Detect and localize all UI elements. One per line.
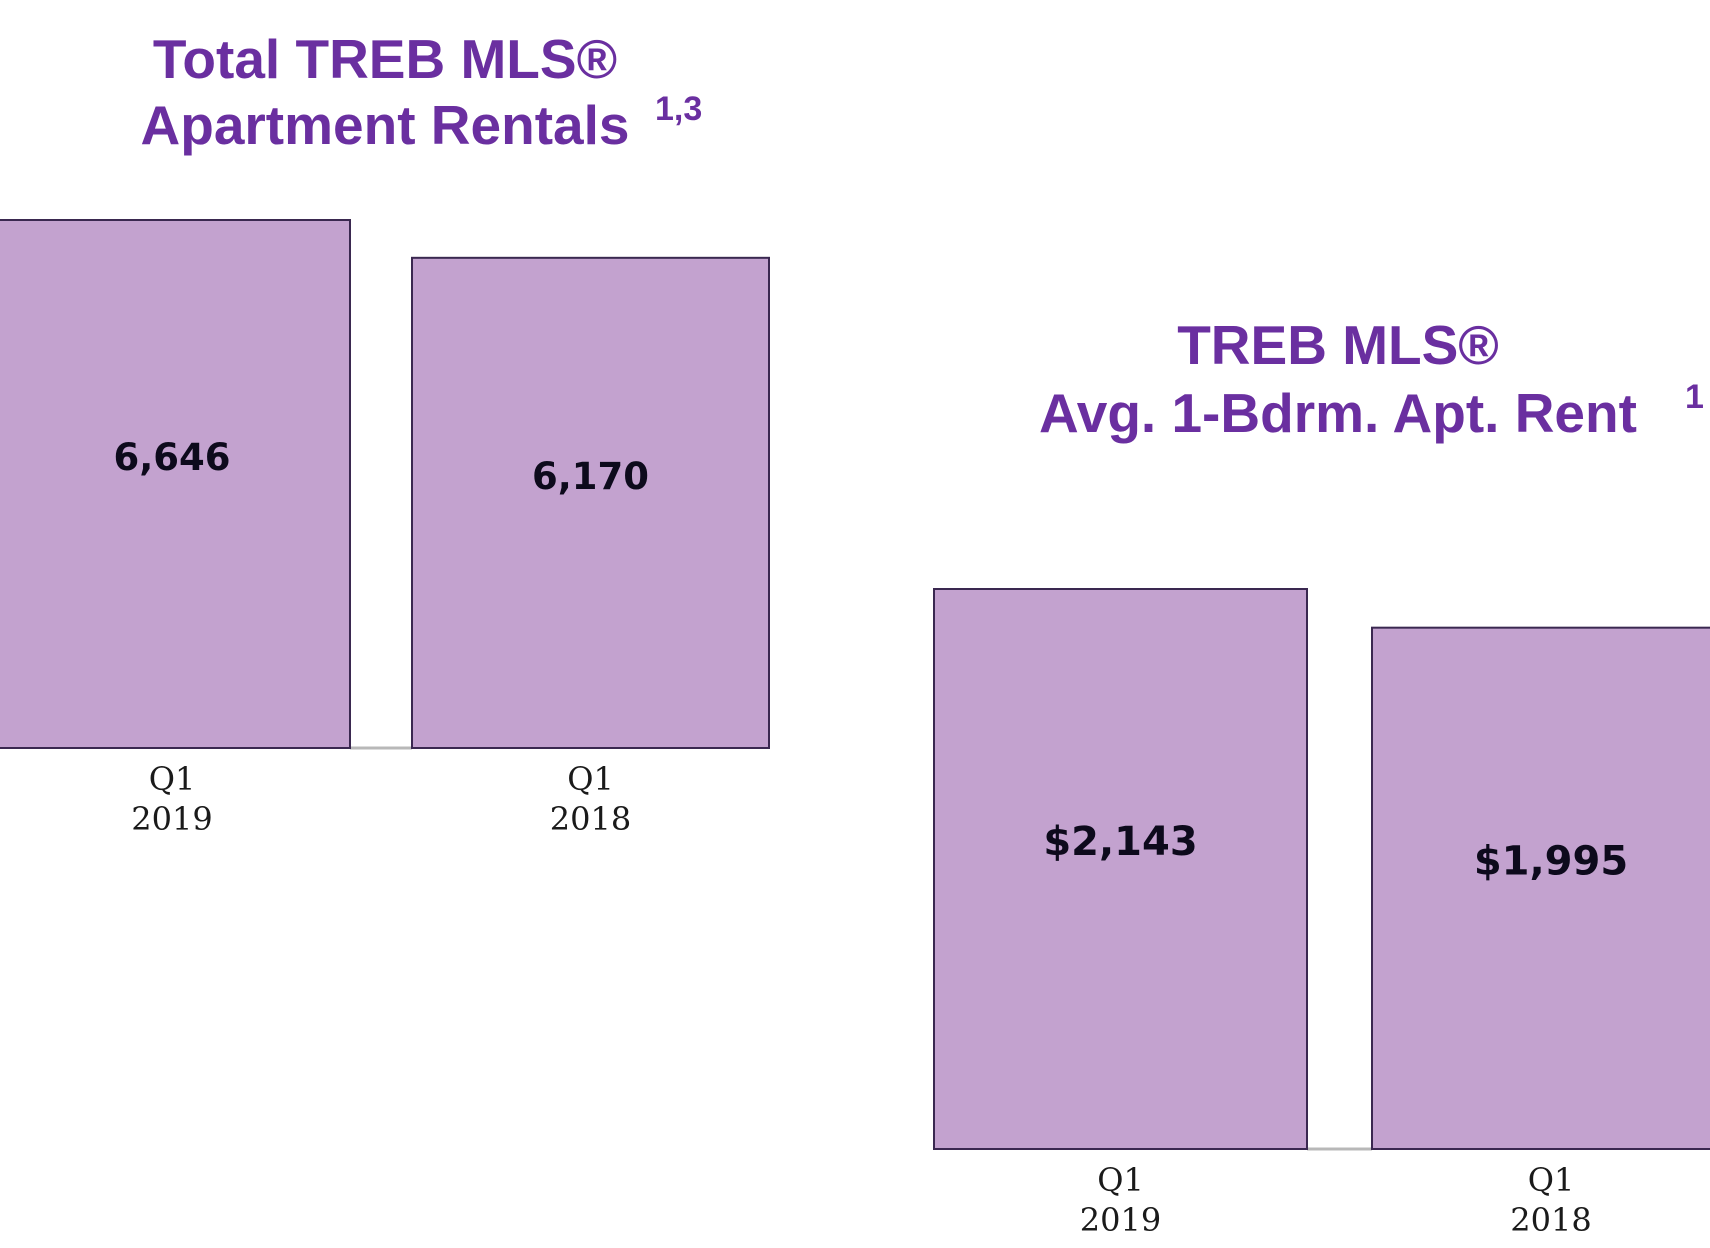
chart-title-superscript: 1,3 bbox=[655, 90, 702, 128]
bar-value-label: $1,995 bbox=[1474, 838, 1628, 884]
x-tick-period: Q1 bbox=[1528, 1161, 1575, 1199]
bar bbox=[1371, 626, 1710, 1150]
bar bbox=[0, 219, 351, 749]
x-tick-year: 2018 bbox=[550, 800, 631, 838]
chart-title-superscript: 1 bbox=[1685, 378, 1704, 416]
bar bbox=[411, 256, 770, 749]
chart-title-line-2: Avg. 1-Bdrm. Apt. Rent bbox=[1039, 382, 1637, 444]
x-tick-year: 2018 bbox=[1510, 1201, 1591, 1239]
bar-value-label: 6,646 bbox=[113, 436, 230, 479]
bar bbox=[933, 588, 1308, 1150]
avg-rent-chart: TREB MLS®Avg. 1-Bdrm. Apt. Rent 1 $2,143 Q1… bbox=[933, 314, 1710, 1239]
x-tick-year: 2019 bbox=[131, 800, 212, 838]
chart-title-line-2: Apartment Rentals bbox=[141, 94, 630, 156]
apartment-rentals-chart: Total TREB MLS®Apartment Rentals 1,3 6,646… bbox=[0, 28, 770, 838]
chart-title-line-1: Total TREB MLS® bbox=[153, 28, 617, 90]
bar-value-label: 6,170 bbox=[532, 455, 649, 498]
bar-value-label: $2,143 bbox=[1043, 819, 1197, 865]
x-tick-year: 2019 bbox=[1080, 1201, 1161, 1239]
x-tick-period: Q1 bbox=[1097, 1161, 1144, 1199]
x-tick-period: Q1 bbox=[567, 760, 614, 798]
chart-title-line-1: TREB MLS® bbox=[1177, 314, 1499, 376]
x-tick-period: Q1 bbox=[149, 760, 196, 798]
